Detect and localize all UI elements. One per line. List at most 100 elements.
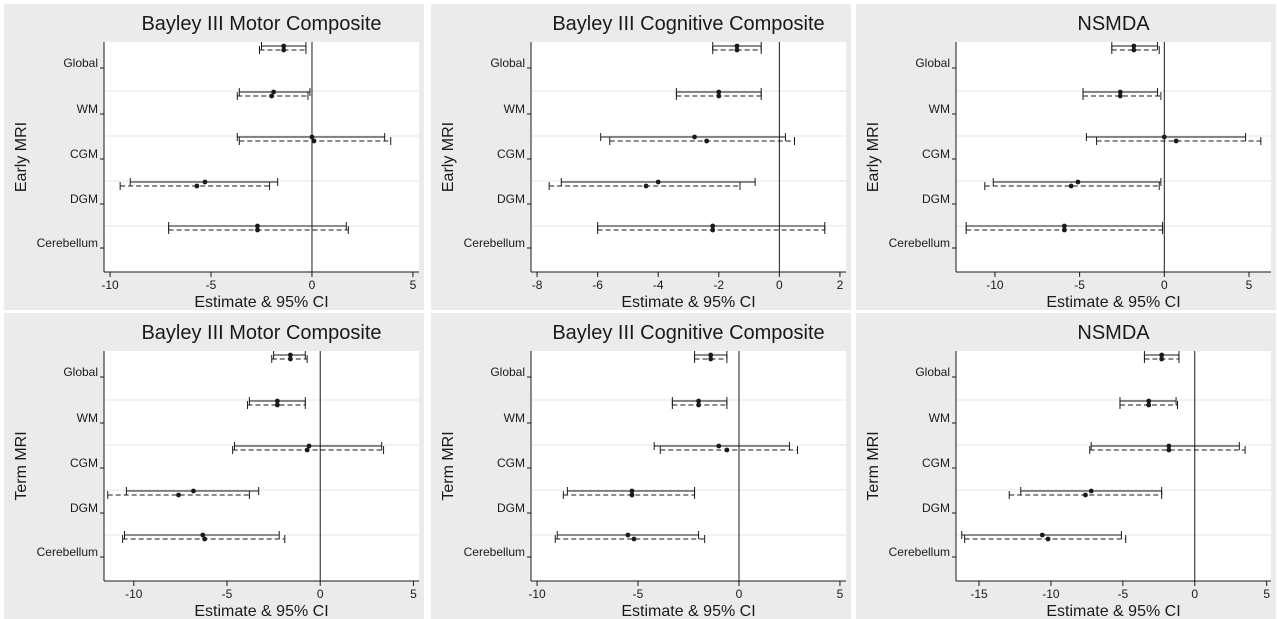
- estimate-point: [1075, 179, 1081, 185]
- category-label-cgm: CGM: [70, 147, 98, 161]
- x-tick-label: -5: [222, 587, 233, 601]
- plot-area: [104, 42, 419, 272]
- category-label-dgm: DGM: [70, 501, 98, 515]
- estimate-point: [1117, 89, 1123, 95]
- category-label-global: Global: [63, 365, 98, 379]
- category-label-cgm: CGM: [922, 147, 950, 161]
- estimate-point: [287, 352, 293, 358]
- y-axis-label: Term MRI: [440, 431, 457, 500]
- x-tick-label: 0: [309, 278, 316, 292]
- estimate-point: [176, 492, 181, 498]
- estimate-point: [708, 356, 714, 362]
- category-label-wm: WM: [929, 102, 950, 116]
- x-tick-label: -4: [653, 278, 664, 292]
- estimate-point: [734, 43, 740, 49]
- x-axis-label: Estimate & 95% CI: [621, 294, 755, 310]
- panel-3: NSMDA Early MRI Global WM CGM DGM Cerebellum -1…: [856, 4, 1276, 310]
- estimate-point: [1045, 536, 1051, 542]
- category-label-cerebellum: Cerebellum: [889, 236, 950, 250]
- estimate-point: [255, 227, 260, 233]
- chart-title: Bayley III Motor Composite: [141, 13, 381, 35]
- estimate-point: [629, 488, 635, 494]
- y-axis-label: Early MRI: [440, 122, 457, 192]
- estimate-point: [194, 183, 200, 189]
- category-label-dgm: DGM: [497, 192, 525, 206]
- estimate-point: [274, 398, 280, 404]
- x-axis-label: Estimate & 95% CI: [194, 294, 328, 310]
- x-tick-label: -5: [206, 278, 217, 292]
- category-label-dgm: DGM: [70, 192, 98, 206]
- panel-2: Bayley III Cognitive Composite Early MRI G…: [431, 4, 851, 310]
- panel-1: Bayley III Motor Composite Early MRI Globa…: [4, 4, 424, 310]
- estimate-point: [716, 93, 722, 99]
- x-tick-label: 0: [317, 587, 324, 601]
- estimate-point: [311, 138, 317, 144]
- x-tick-label: -10: [101, 278, 119, 292]
- estimate-point: [191, 488, 196, 494]
- x-tick-label: 5: [837, 587, 844, 601]
- estimate-point: [287, 356, 293, 362]
- category-label-cgm: CGM: [497, 456, 525, 470]
- y-axis-label: Term MRI: [13, 431, 30, 500]
- panel-svg: Bayley III Cognitive Composite Early MRI G…: [431, 4, 851, 310]
- estimate-point: [1117, 93, 1123, 99]
- x-tick-label: 5: [410, 587, 417, 601]
- panel-svg: NSMDA Early MRI Global WM CGM DGM Cerebellum -1…: [856, 4, 1276, 310]
- x-tick-label: 0: [736, 587, 743, 601]
- x-tick-label: -5: [1074, 278, 1085, 292]
- estimate-point: [202, 179, 208, 185]
- estimate-point: [271, 89, 277, 95]
- x-tick-label: -10: [528, 587, 546, 601]
- category-label-cgm: CGM: [922, 456, 950, 470]
- category-label-dgm: DGM: [497, 501, 525, 515]
- estimate-point: [716, 89, 722, 95]
- estimate-point: [1146, 398, 1152, 404]
- chart-title: Bayley III Cognitive Composite: [552, 13, 824, 35]
- chart-title: Bayley III Motor Composite: [141, 322, 381, 344]
- category-label-global: Global: [490, 365, 525, 379]
- category-label-wm: WM: [77, 102, 98, 116]
- estimate-point: [1159, 352, 1165, 358]
- estimate-point: [708, 352, 714, 358]
- estimate-point: [255, 223, 260, 229]
- category-label-wm: WM: [504, 411, 525, 425]
- estimate-point: [1166, 443, 1172, 449]
- estimate-point: [1131, 47, 1137, 53]
- category-label-cerebellum: Cerebellum: [464, 545, 525, 559]
- category-label-global: Global: [915, 56, 950, 70]
- x-tick-label: -15: [970, 587, 988, 601]
- y-axis-label: Early MRI: [865, 122, 882, 192]
- x-axis-label: Estimate & 95% CI: [1046, 294, 1180, 310]
- estimate-point: [1061, 227, 1067, 233]
- estimate-point: [1161, 134, 1167, 140]
- category-label-cgm: CGM: [497, 147, 525, 161]
- y-axis-label: Early MRI: [13, 122, 30, 192]
- x-tick-label: 5: [1263, 587, 1270, 601]
- category-label-cerebellum: Cerebellum: [464, 236, 525, 250]
- y-axis-label: Term MRI: [865, 431, 882, 500]
- chart-title: NSMDA: [1077, 13, 1150, 35]
- x-tick-label: -5: [633, 587, 644, 601]
- estimate-point: [202, 536, 208, 542]
- plot-area: [531, 351, 846, 581]
- plot-area: [956, 351, 1271, 581]
- estimate-point: [716, 443, 722, 449]
- estimate-point: [1083, 492, 1088, 498]
- x-tick-label: 0: [1191, 587, 1198, 601]
- panel-4: Bayley III Motor Composite Term MRI Global…: [4, 313, 424, 619]
- estimate-point: [304, 447, 310, 453]
- estimate-point: [631, 536, 637, 542]
- estimate-point: [281, 43, 287, 49]
- x-axis-label: Estimate & 95% CI: [194, 603, 328, 619]
- x-tick-label: 5: [410, 278, 417, 292]
- category-label-cerebellum: Cerebellum: [37, 236, 98, 250]
- category-label-wm: WM: [77, 411, 98, 425]
- chart-title: NSMDA: [1077, 322, 1150, 344]
- x-tick-label: 0: [1161, 278, 1168, 292]
- estimate-point: [724, 447, 730, 453]
- x-tick-label: -10: [125, 587, 143, 601]
- panel-svg: Bayley III Cognitive Composite Term MRI Gl…: [431, 313, 851, 619]
- estimate-point: [625, 532, 631, 538]
- estimate-point: [281, 47, 287, 53]
